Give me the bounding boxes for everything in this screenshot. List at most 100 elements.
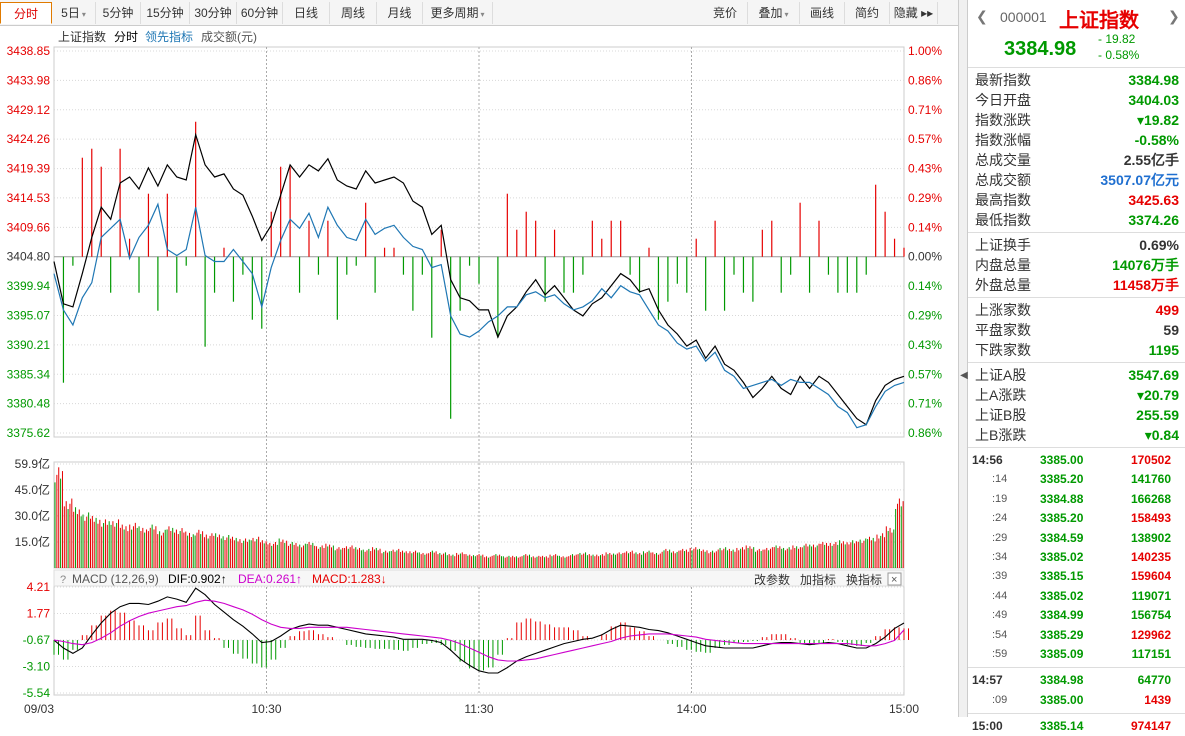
tool-3[interactable]: 画线 xyxy=(800,2,845,24)
stat-label: 上证B股 xyxy=(975,407,1027,423)
volume-tick-label: 59.9亿 xyxy=(15,456,50,471)
tab-2[interactable]: 5日 ▾ xyxy=(52,2,96,24)
pct-tick-label: 0.71% xyxy=(908,103,942,117)
stats-section: 上证换手 0.69% 内盘总量 14076万手 外盘总量 11458万手 xyxy=(968,233,1185,298)
tool-1[interactable]: 竞价 xyxy=(703,2,748,24)
tab-8[interactable]: 周线 xyxy=(330,2,377,24)
tick-volume: 974147 xyxy=(1130,719,1171,734)
pct-tick-label: 0.57% xyxy=(908,367,942,381)
tab-10[interactable]: 更多周期 ▾ xyxy=(423,2,493,24)
tick-price: 3385.02 xyxy=(1040,588,1084,603)
collapse-arrow-icon[interactable]: ◀ xyxy=(960,370,968,381)
stat-label: 最新指数 xyxy=(975,72,1031,88)
legend-turnover: 成交额(元) xyxy=(201,29,257,44)
tick-volume: 1439 xyxy=(1144,692,1171,707)
tool-4[interactable]: 简约 xyxy=(845,2,890,24)
macd-header-bar xyxy=(53,569,905,587)
tick-volume: 64770 xyxy=(1137,673,1171,688)
macd-label: MACD (12,26,9) xyxy=(72,572,159,586)
tick-row: :49 3384.99 156754 xyxy=(968,606,1185,625)
stat-value: 3384.98 xyxy=(1128,72,1179,88)
stat-label: 总成交量 xyxy=(975,152,1031,168)
volume-tick-label: 15.0亿 xyxy=(15,534,50,549)
tab-label: 5日 xyxy=(61,6,80,20)
help-icon: ? xyxy=(60,574,66,586)
tick-volume: 156754 xyxy=(1130,608,1171,623)
dea-line xyxy=(53,599,905,662)
tick-row: :44 3385.02 119071 xyxy=(968,587,1185,606)
pct-tick-label: 0.57% xyxy=(908,132,942,146)
stat-value: ▾19.82 xyxy=(1136,112,1179,128)
stat-row: 外盘总量 11458万手 xyxy=(968,275,1185,295)
tool-5[interactable]: 隐藏 ▸▸ xyxy=(890,2,938,24)
dropdown-caret-icon: ▾ xyxy=(480,10,485,19)
stock-code: 000001 xyxy=(1000,9,1047,25)
tick-row: 14:56 3385.00 170502 xyxy=(968,451,1185,470)
stat-label: 上A涨跌 xyxy=(975,387,1027,403)
stat-row: 上证B股 255.59 xyxy=(968,405,1185,425)
stat-value: 14076万手 xyxy=(1112,257,1179,273)
price-line xyxy=(53,132,905,426)
tab-label: 日线 xyxy=(293,6,318,20)
stat-value: 3507.07亿元 xyxy=(1100,172,1179,188)
price-tick-label: 3424.26 xyxy=(7,132,51,146)
stat-label: 指数涨跌 xyxy=(975,112,1031,128)
prev-stock-icon[interactable]: ❮ xyxy=(976,8,988,24)
quote-panel: ❮ 000001 上证指数 ❯ 3384.98 - 19.82 - 0.58% … xyxy=(968,0,1185,733)
tick-row: 14:57 3384.98 64770 xyxy=(968,671,1185,690)
tab-9[interactable]: 月线 xyxy=(377,2,423,24)
next-stock-icon[interactable]: ❯ xyxy=(1168,8,1180,24)
tab-1[interactable]: 分时 xyxy=(0,2,52,24)
panel-divider[interactable]: ◀ xyxy=(958,0,968,717)
price-tick-label: 3409.66 xyxy=(7,220,51,234)
stat-label: 总成交额 xyxy=(975,172,1031,188)
stat-value: 255.59 xyxy=(1136,407,1179,423)
tab-6[interactable]: 60分钟 xyxy=(237,2,283,24)
tab-label: 5分钟 xyxy=(102,6,134,20)
tab-5[interactable]: 30分钟 xyxy=(190,2,237,24)
add-indicator-button[interactable]: 加指标 xyxy=(800,572,836,587)
pct-tick-label: 0.29% xyxy=(908,308,942,322)
stat-row: 总成交量 2.55亿手 xyxy=(968,150,1185,170)
stat-label: 今日开盘 xyxy=(975,92,1031,108)
price-tick-label: 3390.21 xyxy=(7,338,51,352)
tick-price: 3385.00 xyxy=(1040,692,1084,707)
edit-params-button[interactable]: 改参数 xyxy=(754,572,790,587)
tick-row: :09 3385.00 1439 xyxy=(968,691,1185,710)
stat-row: 上B涨跌 ▾0.84 xyxy=(968,425,1185,445)
legend-mode: 分时 xyxy=(114,30,138,44)
tick-volume: 117151 xyxy=(1131,646,1171,661)
tick-time: 15:00 xyxy=(972,719,1003,734)
tick-row: :59 3385.09 117151 xyxy=(968,645,1185,664)
stat-value: 3404.03 xyxy=(1128,92,1179,108)
tab-4[interactable]: 15分钟 xyxy=(141,2,190,24)
legend-leading: 领先指标 xyxy=(145,29,193,44)
tab-3[interactable]: 5分钟 xyxy=(96,2,141,24)
switch-indicator-button[interactable]: 换指标 xyxy=(846,572,882,587)
tool-2[interactable]: 叠加 ▾ xyxy=(748,2,800,24)
tick-list: 14:56 3385.00 170502:14 3385.20 141760:19 338… xyxy=(968,448,1185,736)
stat-value: 11458万手 xyxy=(1112,277,1179,293)
stat-value: 0.69% xyxy=(1139,237,1179,253)
tick-price: 3385.20 xyxy=(1040,472,1084,487)
stat-label: 指数涨幅 xyxy=(975,132,1031,148)
tab-7[interactable]: 日线 xyxy=(283,2,330,24)
stat-value: 3425.63 xyxy=(1128,192,1179,208)
tick-separator xyxy=(968,667,1185,669)
price-tick-label: 3419.39 xyxy=(7,162,51,176)
pct-tick-label: 0.43% xyxy=(908,162,942,176)
close-icon[interactable]: × xyxy=(891,574,897,586)
tool-label: 竞价 xyxy=(712,6,737,20)
tab-label: 15分钟 xyxy=(146,6,184,20)
tick-volume: 119071 xyxy=(1131,588,1171,603)
macd-dif: DIF:0.902↑ xyxy=(168,572,227,586)
stats-section: 最新指数 3384.98 今日开盘 3404.03 指数涨跌 ▾19.82 指数涨幅 -0.5… xyxy=(968,68,1185,233)
macd-tick-label: -5.54 xyxy=(23,686,51,700)
macd-tick-label: 4.21 xyxy=(27,580,51,594)
stat-value: 59 xyxy=(1163,322,1179,338)
tick-volume: 166268 xyxy=(1130,491,1171,506)
tick-time: :24 xyxy=(992,512,1008,525)
stock-name: 上证指数 xyxy=(1059,10,1139,32)
tick-time: :19 xyxy=(992,492,1008,505)
stat-row: 总成交额 3507.07亿元 xyxy=(968,170,1185,190)
